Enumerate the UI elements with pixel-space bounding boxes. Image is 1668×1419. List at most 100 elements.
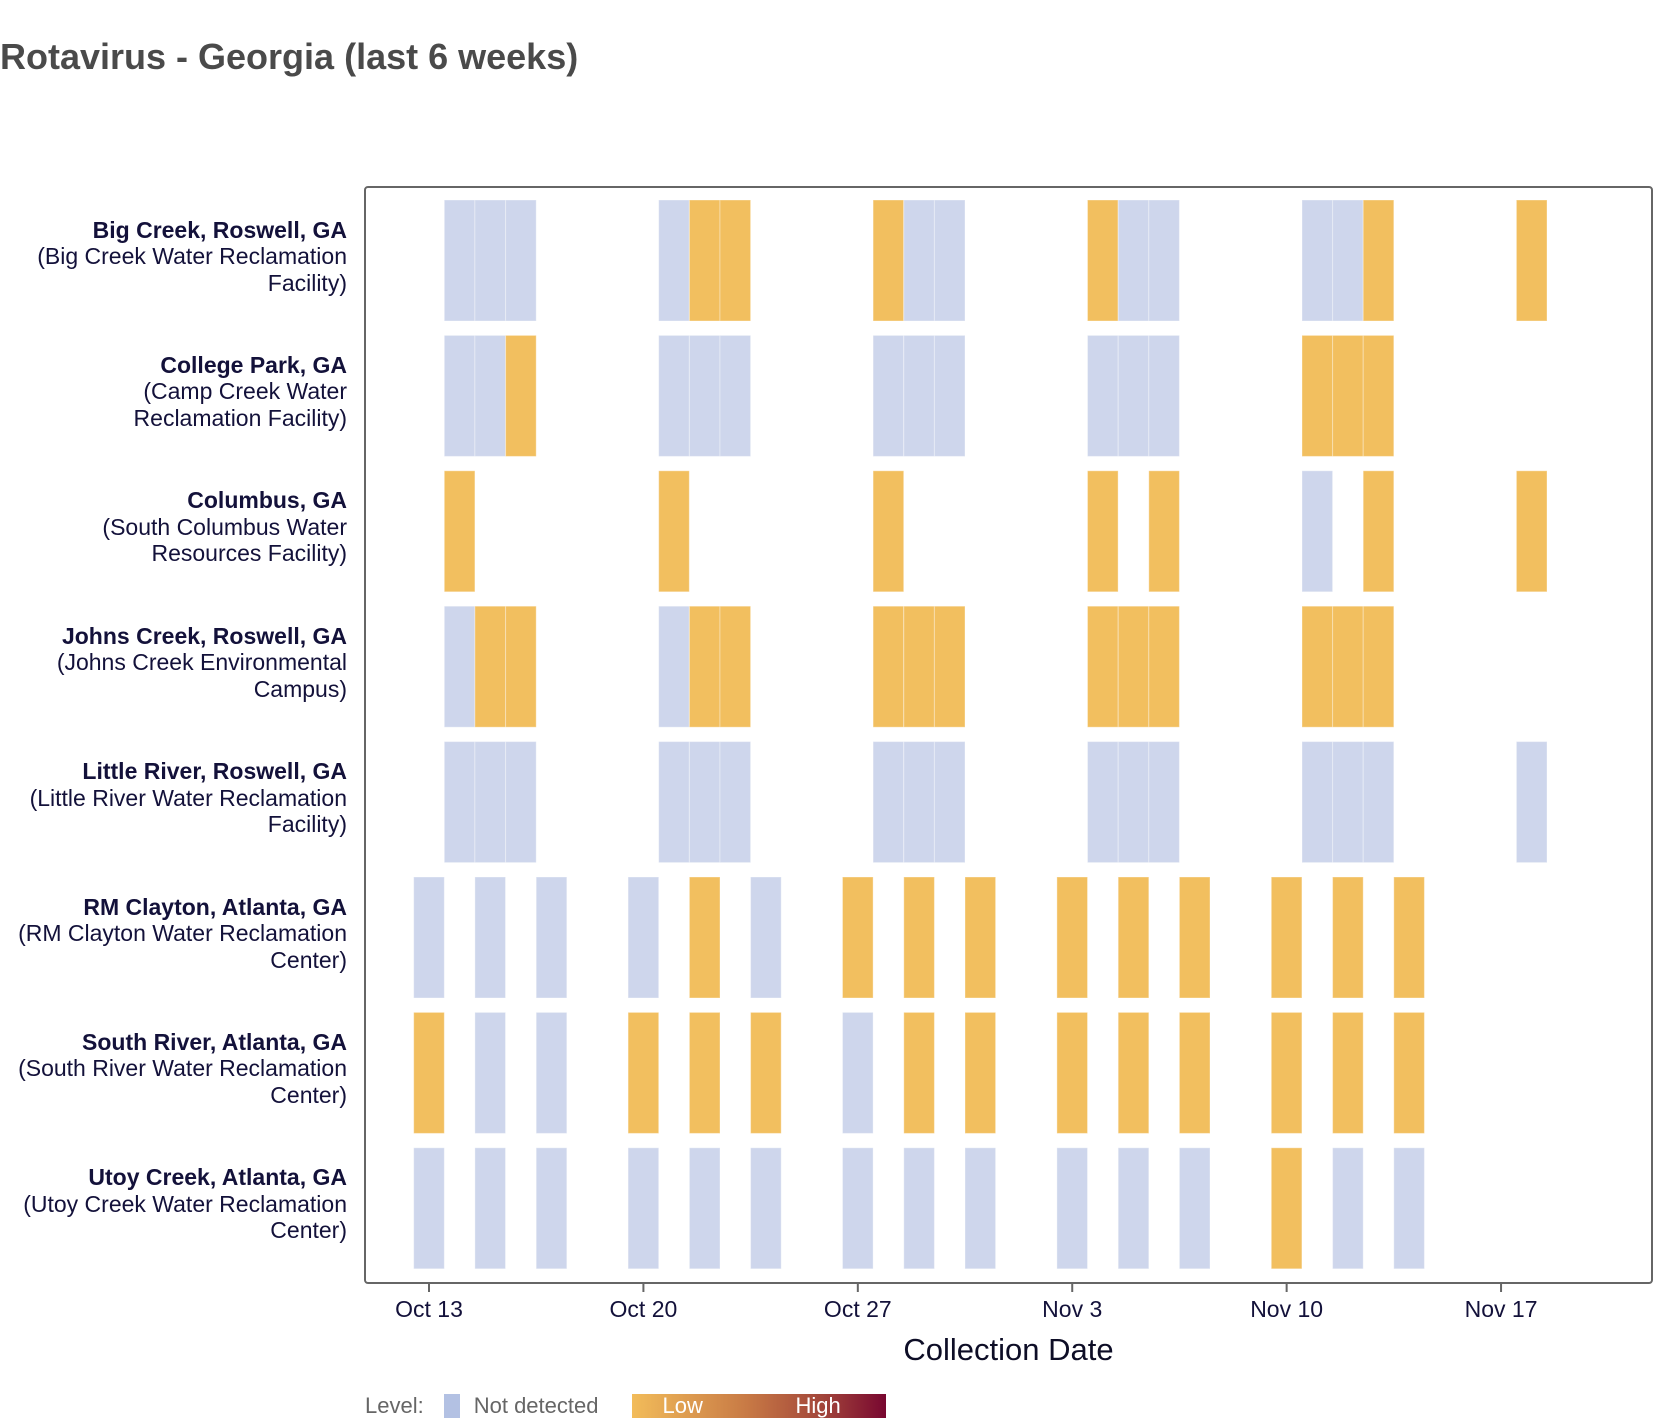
sample-bar-low[interactable]	[688, 199, 721, 322]
sample-bar-not-detected[interactable]	[688, 741, 721, 864]
sample-bar-low[interactable]	[1515, 199, 1548, 322]
sample-bar-low[interactable]	[964, 876, 997, 999]
sample-bar-low[interactable]	[750, 1011, 782, 1134]
sample-bar-low[interactable]	[1087, 470, 1119, 593]
sample-bar-not-detected[interactable]	[474, 741, 506, 864]
sample-bar-not-detected[interactable]	[443, 741, 476, 864]
sample-bar-not-detected[interactable]	[535, 1011, 568, 1134]
sample-bar-not-detected[interactable]	[1178, 1147, 1211, 1270]
sample-bar-not-detected[interactable]	[1117, 1147, 1150, 1270]
sample-bar-not-detected[interactable]	[474, 876, 506, 999]
sample-bar-low[interactable]	[842, 876, 874, 999]
sample-bar-not-detected[interactable]	[1332, 1147, 1364, 1270]
sample-bar-not-detected[interactable]	[903, 334, 935, 457]
sample-bar-not-detected[interactable]	[1087, 741, 1119, 864]
sample-bar-not-detected[interactable]	[1301, 741, 1334, 864]
sample-bar-low[interactable]	[1087, 605, 1119, 728]
sample-bar-not-detected[interactable]	[872, 334, 905, 457]
sample-bar-not-detected[interactable]	[474, 334, 506, 457]
sample-bar-not-detected[interactable]	[413, 876, 445, 999]
sample-bar-low[interactable]	[1056, 1011, 1089, 1134]
sample-bar-low[interactable]	[1117, 1011, 1150, 1134]
sample-bar-not-detected[interactable]	[842, 1011, 874, 1134]
sample-bar-not-detected[interactable]	[505, 199, 537, 322]
sample-bar-low[interactable]	[1270, 1147, 1303, 1270]
sample-bar-not-detected[interactable]	[1515, 741, 1548, 864]
sample-bar-low[interactable]	[1270, 1011, 1303, 1134]
sample-bar-not-detected[interactable]	[505, 741, 537, 864]
sample-bar-not-detected[interactable]	[719, 741, 752, 864]
sample-bar-low[interactable]	[505, 334, 537, 457]
sample-bar-not-detected[interactable]	[750, 876, 782, 999]
sample-bar-low[interactable]	[1515, 470, 1548, 593]
sample-bar-low[interactable]	[719, 199, 752, 322]
sample-bar-low[interactable]	[1117, 605, 1150, 728]
sample-bar-low[interactable]	[1362, 334, 1395, 457]
sample-bar-low[interactable]	[1332, 876, 1364, 999]
sample-bar-low[interactable]	[1332, 334, 1364, 457]
sample-bar-low[interactable]	[1393, 876, 1425, 999]
sample-bar-low[interactable]	[1301, 334, 1334, 457]
sample-bar-not-detected[interactable]	[1301, 470, 1334, 593]
sample-bar-low[interactable]	[903, 605, 935, 728]
sample-bar-not-detected[interactable]	[474, 1011, 506, 1134]
sample-bar-not-detected[interactable]	[474, 199, 506, 322]
sample-bar-low[interactable]	[1117, 876, 1150, 999]
sample-bar-low[interactable]	[658, 470, 690, 593]
sample-bar-not-detected[interactable]	[1332, 199, 1364, 322]
sample-bar-not-detected[interactable]	[1056, 1147, 1089, 1270]
sample-bar-low[interactable]	[1148, 605, 1180, 728]
sample-bar-not-detected[interactable]	[1393, 1147, 1425, 1270]
sample-bar-low[interactable]	[719, 605, 752, 728]
sample-bar-low[interactable]	[688, 605, 721, 728]
sample-bar-low[interactable]	[1148, 470, 1180, 593]
sample-bar-low[interactable]	[688, 876, 721, 999]
sample-bar-not-detected[interactable]	[1117, 199, 1150, 322]
sample-bar-low[interactable]	[443, 470, 476, 593]
sample-bar-low[interactable]	[1393, 1011, 1425, 1134]
sample-bar-not-detected[interactable]	[933, 741, 966, 864]
sample-bar-not-detected[interactable]	[964, 1147, 997, 1270]
sample-bar-low[interactable]	[1178, 1011, 1211, 1134]
sample-bar-low[interactable]	[474, 605, 506, 728]
sample-bar-not-detected[interactable]	[688, 334, 721, 457]
sample-bar-not-detected[interactable]	[903, 199, 935, 322]
sample-bar-not-detected[interactable]	[1117, 334, 1150, 457]
sample-bar-low[interactable]	[903, 876, 935, 999]
sample-bar-not-detected[interactable]	[443, 605, 476, 728]
sample-bar-not-detected[interactable]	[842, 1147, 874, 1270]
sample-bar-not-detected[interactable]	[1148, 334, 1180, 457]
sample-bar-low[interactable]	[872, 470, 905, 593]
sample-bar-low[interactable]	[964, 1011, 997, 1134]
sample-bar-not-detected[interactable]	[1087, 334, 1119, 457]
sample-bar-not-detected[interactable]	[627, 1147, 660, 1270]
sample-bar-low[interactable]	[1301, 605, 1334, 728]
sample-bar-low[interactable]	[933, 605, 966, 728]
sample-bar-not-detected[interactable]	[1362, 741, 1395, 864]
sample-bar-not-detected[interactable]	[658, 334, 690, 457]
sample-bar-not-detected[interactable]	[933, 199, 966, 322]
sample-bar-low[interactable]	[1362, 605, 1395, 728]
sample-bar-not-detected[interactable]	[688, 1147, 721, 1270]
sample-bar-low[interactable]	[1270, 876, 1303, 999]
sample-bar-not-detected[interactable]	[658, 741, 690, 864]
sample-bar-not-detected[interactable]	[627, 876, 660, 999]
sample-bar-not-detected[interactable]	[1117, 741, 1150, 864]
sample-bar-not-detected[interactable]	[443, 199, 476, 322]
sample-bar-low[interactable]	[1332, 1011, 1364, 1134]
sample-bar-not-detected[interactable]	[535, 1147, 568, 1270]
sample-bar-not-detected[interactable]	[658, 199, 690, 322]
sample-bar-low[interactable]	[1056, 876, 1089, 999]
sample-bar-low[interactable]	[688, 1011, 721, 1134]
sample-bar-not-detected[interactable]	[750, 1147, 782, 1270]
sample-bar-low[interactable]	[1178, 876, 1211, 999]
sample-bar-low[interactable]	[903, 1011, 935, 1134]
sample-bar-not-detected[interactable]	[658, 605, 690, 728]
sample-bar-not-detected[interactable]	[903, 741, 935, 864]
sample-bar-low[interactable]	[413, 1011, 445, 1134]
sample-bar-low[interactable]	[872, 605, 905, 728]
sample-bar-not-detected[interactable]	[933, 334, 966, 457]
sample-bar-not-detected[interactable]	[1148, 741, 1180, 864]
sample-bar-low[interactable]	[872, 199, 905, 322]
sample-bar-not-detected[interactable]	[719, 334, 752, 457]
